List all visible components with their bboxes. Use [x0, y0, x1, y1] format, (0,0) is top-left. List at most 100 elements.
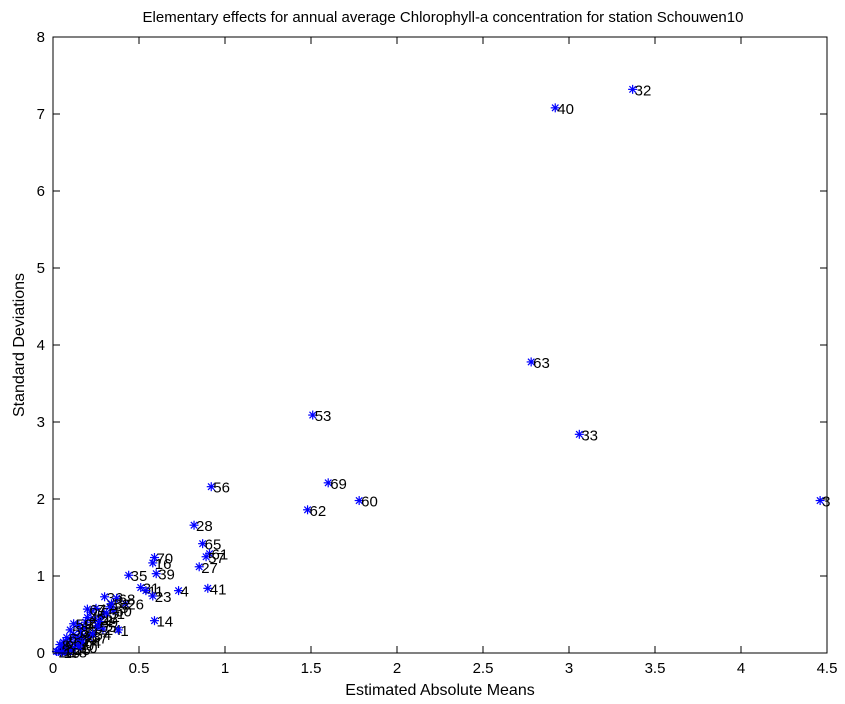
data-point: 23: [148, 589, 171, 606]
data-point: 40: [550, 101, 574, 118]
data-point: 8: [55, 638, 70, 655]
point-label: 19: [64, 645, 81, 662]
data-point: 27: [194, 560, 218, 577]
point-label: 67: [89, 602, 106, 619]
y-tick-label: 1: [37, 568, 45, 585]
point-label: 1: [120, 623, 128, 640]
y-tick-label: 7: [37, 106, 45, 123]
x-tick-label: 2.5: [473, 660, 494, 677]
point-label: 26: [127, 597, 144, 614]
point-label: 50: [115, 604, 132, 621]
point-label: 62: [310, 503, 327, 520]
point-label: 41: [210, 581, 227, 598]
data-point: 41: [203, 581, 226, 598]
y-tick-label: 5: [37, 260, 45, 277]
data-point: 52: [106, 597, 130, 614]
data-points: 3240633335369606256286561572770163935414…: [51, 82, 830, 662]
y-tick-label: 3: [37, 414, 45, 431]
data-point: 68: [112, 591, 135, 608]
data-point: 1: [113, 623, 129, 640]
point-label: 52: [113, 597, 130, 614]
point-label: 59: [76, 617, 93, 634]
data-point: 22: [89, 612, 113, 629]
data-point: 69: [323, 476, 347, 493]
point-label: 57: [208, 550, 225, 567]
y-tick-label: 0: [37, 645, 45, 662]
point-label: 7: [67, 644, 75, 661]
point-label: 22: [96, 612, 113, 629]
data-point: 28: [189, 518, 213, 535]
data-point: 53: [308, 408, 331, 425]
data-point: 54: [88, 627, 111, 644]
data-point: 59: [69, 617, 92, 634]
point-label: 65: [205, 537, 222, 554]
x-tick-label: 2: [393, 660, 401, 677]
point-label: 64: [84, 635, 101, 652]
data-point: 32: [628, 82, 651, 99]
data-point: 3: [815, 494, 830, 511]
point-label: 3: [822, 494, 830, 511]
point-label: 49: [101, 614, 118, 631]
data-point: 65: [198, 537, 221, 554]
data-point: 16: [148, 556, 171, 573]
point-label: 23: [155, 589, 172, 606]
data-point: 35: [124, 568, 147, 585]
point-label: 56: [213, 480, 230, 497]
point-label: 24: [105, 622, 122, 639]
point-label: 61: [212, 547, 229, 564]
data-point: 26: [120, 597, 144, 614]
x-tick-label: 3.5: [645, 660, 666, 677]
point-label: 32: [635, 82, 652, 99]
x-tick-label: 1: [221, 660, 229, 677]
point-label: 28: [196, 518, 213, 535]
point-label: 14: [156, 614, 173, 631]
point-label: 54: [95, 627, 112, 644]
point-label: 16: [155, 556, 172, 573]
chart-title: Elementary effects for annual average Ch…: [143, 9, 744, 26]
y-axis-label: Standard Deviations: [11, 273, 28, 417]
point-label: 35: [131, 568, 148, 585]
point-label: 39: [158, 567, 175, 584]
y-tick-label: 4: [37, 337, 45, 354]
y-tick-label: 8: [37, 29, 45, 46]
point-label: 34: [79, 631, 96, 648]
data-point: 51: [101, 606, 125, 623]
x-tick-label: 3: [565, 660, 573, 677]
x-tick-label: 4.5: [817, 660, 838, 677]
y-tick-label: 6: [37, 183, 45, 200]
data-point: 24: [98, 622, 122, 639]
x-tick-label: 0: [49, 660, 57, 677]
point-label: 10: [81, 640, 98, 657]
plot-frame: [52, 36, 828, 654]
data-point: 60: [354, 494, 378, 511]
data-point: 14: [149, 614, 173, 631]
data-point: 63: [526, 355, 550, 372]
x-axis-label: Estimated Absolute Means: [345, 682, 534, 699]
point-label: 68: [119, 591, 136, 608]
point-label: 53: [315, 408, 332, 425]
point-label: 60: [361, 494, 378, 511]
data-point: 33: [574, 427, 598, 444]
x-tick-label: 4: [737, 660, 745, 677]
point-label: 70: [156, 551, 173, 568]
point-label: 27: [201, 560, 218, 577]
x-tick-label: 1.5: [301, 660, 322, 677]
data-point: 50: [108, 604, 132, 621]
data-point: 34: [72, 631, 96, 648]
data-point: 57: [201, 550, 225, 567]
data-point: 19: [57, 645, 80, 662]
y-tick-label: 2: [37, 491, 45, 508]
data-point: 64: [77, 635, 101, 652]
point-label: 55: [100, 619, 117, 636]
point-label: 63: [533, 355, 550, 372]
point-label: 40: [557, 101, 574, 118]
data-point: 67: [82, 602, 106, 619]
data-point: 6: [62, 631, 77, 648]
data-point: 56: [206, 480, 230, 497]
data-point: 39: [151, 567, 175, 584]
point-label: 4: [181, 584, 189, 601]
point-label: 69: [330, 476, 347, 493]
